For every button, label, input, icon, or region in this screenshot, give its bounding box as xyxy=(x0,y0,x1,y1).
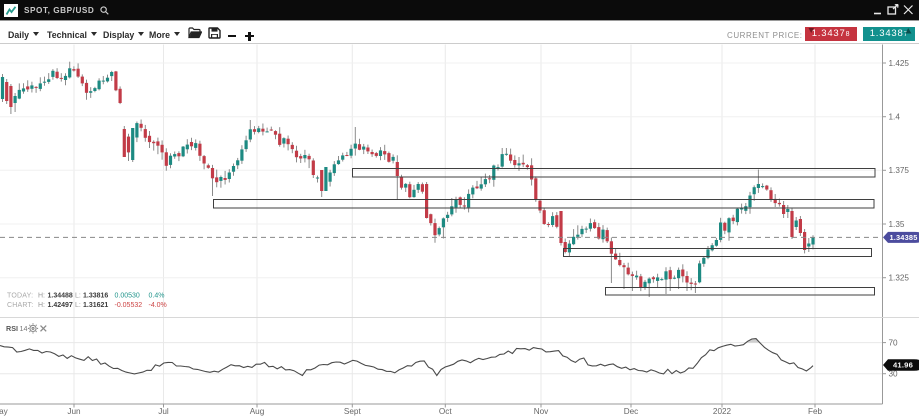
svg-text:14: 14 xyxy=(20,324,28,333)
svg-text:Jul: Jul xyxy=(158,407,169,416)
svg-text:Dec: Dec xyxy=(624,407,639,416)
svg-text:Sept: Sept xyxy=(344,407,362,416)
svg-text:30: 30 xyxy=(889,370,899,379)
svg-text:-0.05532: -0.05532 xyxy=(115,302,143,309)
svg-text:2022: 2022 xyxy=(713,407,732,416)
svg-text:Nov: Nov xyxy=(534,407,549,416)
svg-text:1.35: 1.35 xyxy=(889,220,905,229)
svg-text:H:: H: xyxy=(38,293,45,300)
svg-text:TODAY:: TODAY: xyxy=(7,293,33,300)
svg-text:1.31621: 1.31621 xyxy=(83,302,108,309)
svg-text:Jun: Jun xyxy=(67,407,81,416)
svg-text:1.42497: 1.42497 xyxy=(48,302,73,309)
svg-text:1.375: 1.375 xyxy=(889,166,910,175)
svg-text:1.325: 1.325 xyxy=(889,274,910,283)
svg-text:1.34385: 1.34385 xyxy=(889,233,917,242)
svg-text:1.425: 1.425 xyxy=(889,59,910,68)
svg-text:RSI: RSI xyxy=(6,324,18,333)
svg-text:L:: L: xyxy=(75,302,81,309)
svg-text:1.34488: 1.34488 xyxy=(48,293,73,300)
svg-text:-4.0%: -4.0% xyxy=(149,302,167,309)
svg-text:1.33816: 1.33816 xyxy=(83,293,108,300)
svg-text:May: May xyxy=(0,407,9,416)
svg-text:70: 70 xyxy=(889,338,899,347)
svg-text:0.4%: 0.4% xyxy=(149,293,165,300)
svg-text:CHART:: CHART: xyxy=(7,302,33,309)
svg-text:Oct: Oct xyxy=(439,407,452,416)
svg-text:41.96: 41.96 xyxy=(893,361,913,370)
svg-text:0.00530: 0.00530 xyxy=(115,293,140,300)
svg-text:Feb: Feb xyxy=(808,407,823,416)
svg-text:L:: L: xyxy=(75,293,81,300)
svg-text:H:: H: xyxy=(38,302,45,309)
svg-text:1.4: 1.4 xyxy=(889,113,901,122)
svg-text:Aug: Aug xyxy=(250,407,265,416)
